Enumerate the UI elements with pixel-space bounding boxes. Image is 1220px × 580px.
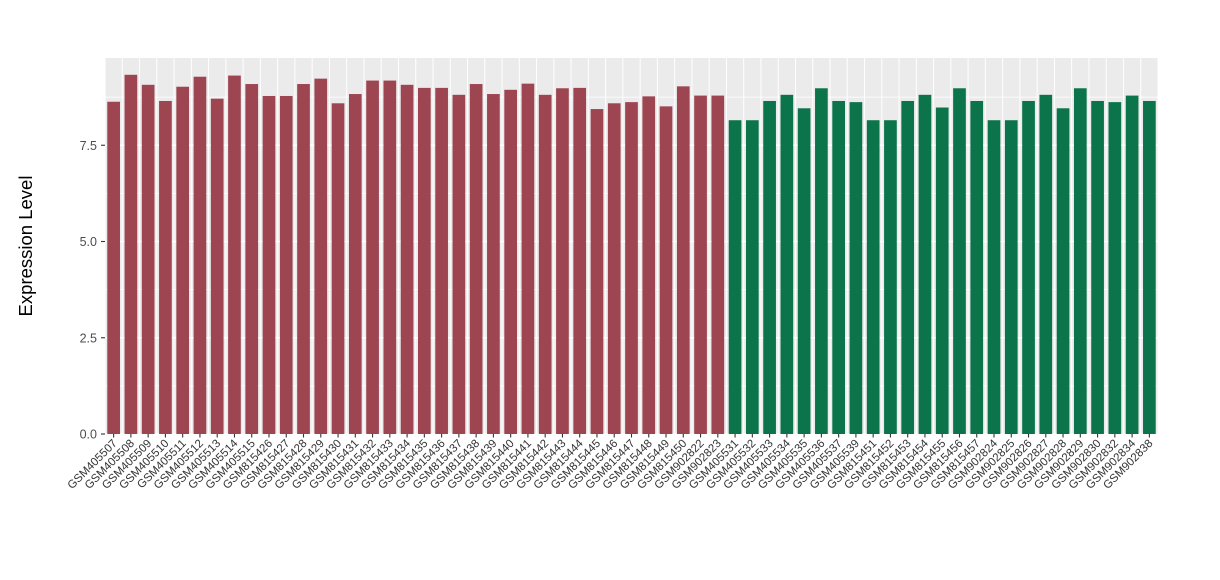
bar-GSM902827	[1039, 94, 1053, 434]
y-tick-label: 7.5	[80, 139, 97, 153]
bar-GSM815427	[279, 95, 293, 434]
bar-GSM815432	[366, 80, 379, 434]
bar-GSM902826	[1022, 100, 1035, 434]
bar-GSM902834	[1125, 95, 1139, 435]
bar-GSM815426	[262, 95, 276, 434]
bar-GSM902823	[711, 95, 725, 435]
y-tick-label: 5.0	[80, 235, 97, 249]
bar-GSM815435	[418, 87, 431, 434]
bar-GSM815430	[331, 103, 345, 434]
bar-GSM405539	[849, 102, 863, 434]
y-axis-title: Expression Level	[15, 176, 36, 317]
bar-GSM815441	[521, 83, 535, 435]
bar-GSM815444	[573, 87, 587, 434]
bar-GSM405510	[159, 100, 172, 434]
bar-GSM815452	[884, 120, 897, 434]
bar-GSM902838	[1143, 100, 1156, 434]
bar-GSM815431	[348, 94, 362, 435]
bar-GSM815437	[452, 94, 466, 434]
bar-GSM815434	[400, 84, 414, 435]
bar-GSM815433	[383, 80, 397, 434]
bar-layer	[107, 74, 1156, 435]
bar-GSM405514	[228, 75, 241, 434]
bar-GSM815446	[607, 103, 621, 434]
bar-GSM902828	[1056, 108, 1070, 434]
bar-GSM815440	[504, 89, 518, 434]
bar-GSM815453	[901, 100, 915, 434]
bar-GSM902832	[1108, 102, 1122, 434]
bar-GSM815450	[676, 86, 690, 434]
bar-GSM815454	[918, 94, 932, 434]
bar-GSM405515	[245, 84, 259, 434]
bar-GSM815438	[469, 84, 483, 434]
bar-GSM815439	[487, 94, 500, 435]
bar-GSM815448	[642, 96, 656, 434]
bar-GSM815442	[538, 94, 552, 434]
bar-GSM902829	[1073, 88, 1087, 435]
bar-GSM815455	[935, 107, 949, 435]
bar-GSM405536	[815, 88, 828, 435]
bar-GSM902830	[1091, 100, 1104, 434]
bar-GSM815451	[866, 120, 880, 434]
bar-GSM405532	[745, 120, 759, 434]
bar-GSM815428	[297, 84, 310, 434]
bar-GSM815445	[590, 109, 604, 434]
bar-GSM405507	[107, 101, 120, 435]
y-tick-label: 2.5	[80, 331, 97, 345]
axis-layer: 0.02.55.07.5GSM405507GSM405508GSM405509G…	[66, 139, 1156, 492]
bar-GSM405534	[780, 94, 794, 434]
bar-GSM815443	[556, 88, 569, 435]
y-tick-label: 0.0	[80, 428, 97, 442]
bar-GSM902824	[987, 120, 1001, 434]
bar-GSM815457	[970, 100, 984, 434]
bar-GSM405533	[763, 100, 776, 434]
bar-GSM405508	[124, 74, 138, 435]
bar-GSM405537	[832, 100, 845, 434]
bar-GSM405509	[141, 84, 155, 435]
bar-GSM405511	[176, 86, 190, 434]
bar-GSM902822	[694, 95, 707, 435]
bar-GSM902825	[1004, 120, 1018, 434]
bar-GSM815456	[953, 88, 966, 435]
bar-GSM405512	[193, 76, 207, 434]
bar-GSM405531	[728, 120, 742, 434]
bar-GSM815429	[314, 78, 328, 435]
bar-GSM815447	[625, 102, 638, 434]
bar-GSM815449	[659, 106, 673, 435]
bar-GSM405513	[210, 98, 224, 434]
bar-GSM815436	[435, 87, 448, 434]
bar-GSM405535	[797, 108, 811, 434]
